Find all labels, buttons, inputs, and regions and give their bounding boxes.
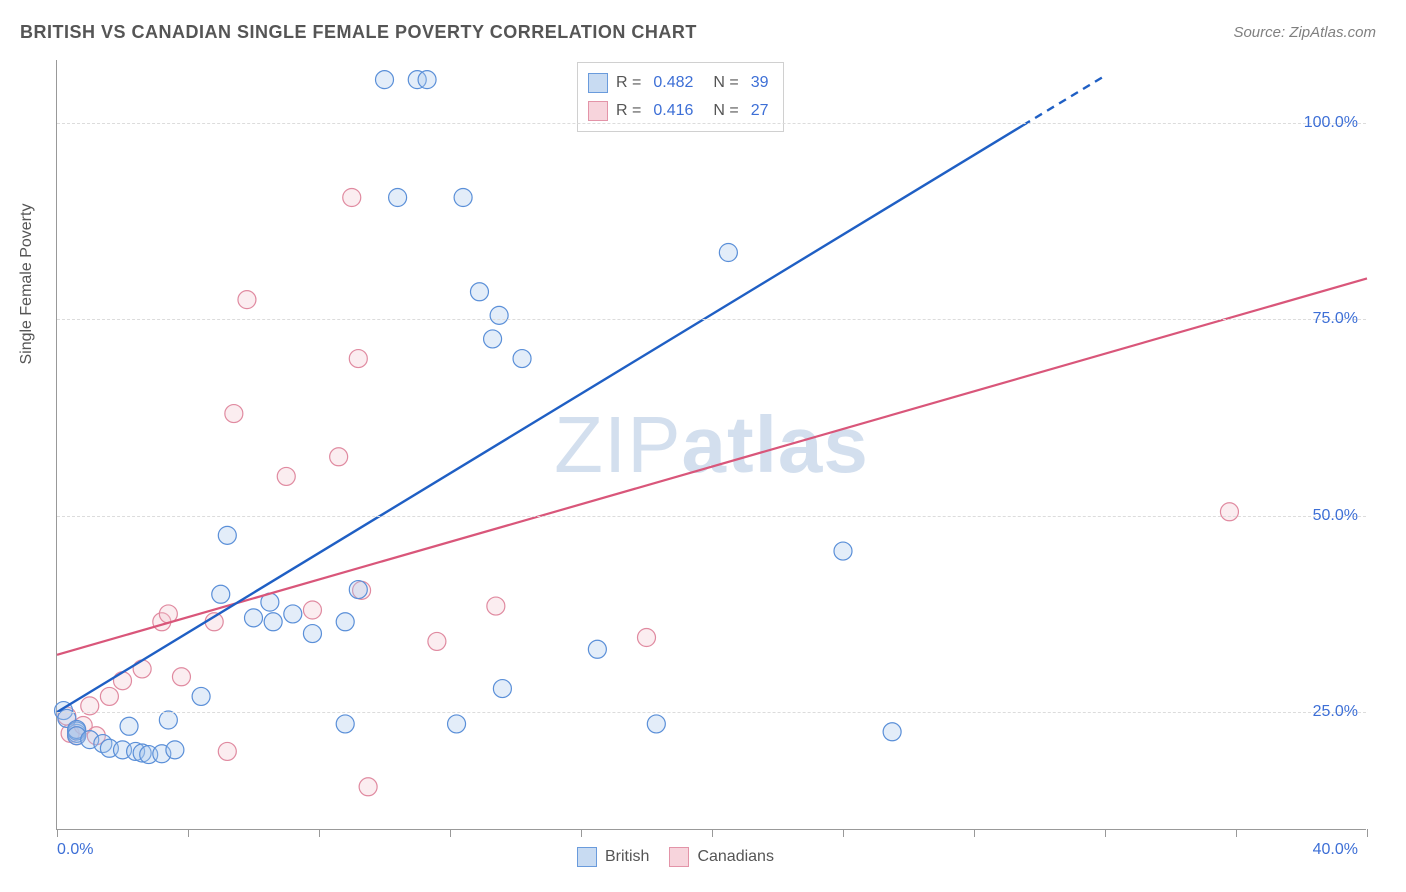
scatter-point <box>277 467 295 485</box>
scatter-point <box>192 687 210 705</box>
chart-plot-area: ZIPatlas R = 0.482 N = 39 R = 0.416 N = … <box>56 60 1366 830</box>
scatter-point <box>100 687 118 705</box>
x-tick <box>188 829 189 837</box>
gridline <box>57 123 1366 124</box>
x-tick <box>974 829 975 837</box>
scatter-point <box>343 189 361 207</box>
scatter-point <box>834 542 852 560</box>
n-label: N = <box>713 69 738 97</box>
n-label: N = <box>713 97 738 125</box>
scatter-point <box>588 640 606 658</box>
legend-item-canadians: Canadians <box>669 847 774 867</box>
scatter-point <box>418 71 436 89</box>
scatter-point <box>166 741 184 759</box>
x-tick <box>581 829 582 837</box>
r-value-canadians: 0.416 <box>653 97 693 125</box>
scatter-point <box>172 668 190 686</box>
r-label: R = <box>616 97 641 125</box>
scatter-point <box>114 672 132 690</box>
legend-item-british: British <box>577 847 649 867</box>
legend-label-canadians: Canadians <box>697 848 774 866</box>
r-value-british: 0.482 <box>653 69 693 97</box>
scatter-point <box>1220 503 1238 521</box>
scatter-point <box>120 717 138 735</box>
scatter-point <box>159 711 177 729</box>
chart-title: BRITISH VS CANADIAN SINGLE FEMALE POVERT… <box>20 22 697 43</box>
scatter-point <box>133 660 151 678</box>
scatter-point <box>484 330 502 348</box>
swatch-british <box>588 73 608 93</box>
correlation-legend: R = 0.482 N = 39 R = 0.416 N = 27 <box>577 62 784 132</box>
x-tick <box>319 829 320 837</box>
scatter-point <box>428 632 446 650</box>
x-tick-label: 40.0% <box>1313 841 1358 859</box>
x-tick <box>450 829 451 837</box>
gridline <box>57 516 1366 517</box>
scatter-point <box>487 597 505 615</box>
scatter-point <box>303 625 321 643</box>
x-tick <box>843 829 844 837</box>
y-axis-label: Single Female Poverty <box>18 204 36 365</box>
scatter-point <box>376 71 394 89</box>
scatter-point <box>490 306 508 324</box>
swatch-british <box>577 847 597 867</box>
scatter-point <box>448 715 466 733</box>
n-value-british: 39 <box>751 69 769 97</box>
y-tick-label: 100.0% <box>1304 114 1358 132</box>
scatter-point <box>513 350 531 368</box>
scatter-point <box>638 629 656 647</box>
scatter-point <box>284 605 302 623</box>
scatter-point <box>218 526 236 544</box>
scatter-point <box>330 448 348 466</box>
scatter-point <box>225 405 243 423</box>
scatter-point <box>336 613 354 631</box>
n-value-canadians: 27 <box>751 97 769 125</box>
legend-row-british: R = 0.482 N = 39 <box>588 69 773 97</box>
trend-line-dashed <box>1023 76 1105 126</box>
x-tick <box>1367 829 1368 837</box>
legend-label-british: British <box>605 848 649 866</box>
scatter-point <box>349 581 367 599</box>
scatter-point <box>303 601 321 619</box>
scatter-plot-svg <box>57 60 1366 829</box>
legend-row-canadians: R = 0.416 N = 27 <box>588 97 773 125</box>
scatter-point <box>647 715 665 733</box>
scatter-point <box>470 283 488 301</box>
scatter-point <box>264 613 282 631</box>
trend-line <box>57 278 1367 654</box>
series-legend: British Canadians <box>577 847 774 867</box>
y-tick-label: 50.0% <box>1313 507 1358 525</box>
scatter-point <box>336 715 354 733</box>
r-label: R = <box>616 69 641 97</box>
scatter-point <box>493 680 511 698</box>
scatter-point <box>212 585 230 603</box>
source-attribution: Source: ZipAtlas.com <box>1233 24 1376 41</box>
x-tick-label: 0.0% <box>57 841 93 859</box>
y-tick-label: 25.0% <box>1313 703 1358 721</box>
scatter-point <box>238 291 256 309</box>
scatter-point <box>719 244 737 262</box>
x-tick <box>1236 829 1237 837</box>
x-tick <box>712 829 713 837</box>
scatter-point <box>245 609 263 627</box>
scatter-point <box>359 778 377 796</box>
scatter-point <box>218 742 236 760</box>
swatch-canadians <box>588 101 608 121</box>
scatter-point <box>454 189 472 207</box>
scatter-point <box>389 189 407 207</box>
x-tick <box>1105 829 1106 837</box>
gridline <box>57 712 1366 713</box>
y-tick-label: 75.0% <box>1313 310 1358 328</box>
scatter-point <box>349 350 367 368</box>
scatter-point <box>883 723 901 741</box>
swatch-canadians <box>669 847 689 867</box>
gridline <box>57 319 1366 320</box>
x-tick <box>57 829 58 837</box>
